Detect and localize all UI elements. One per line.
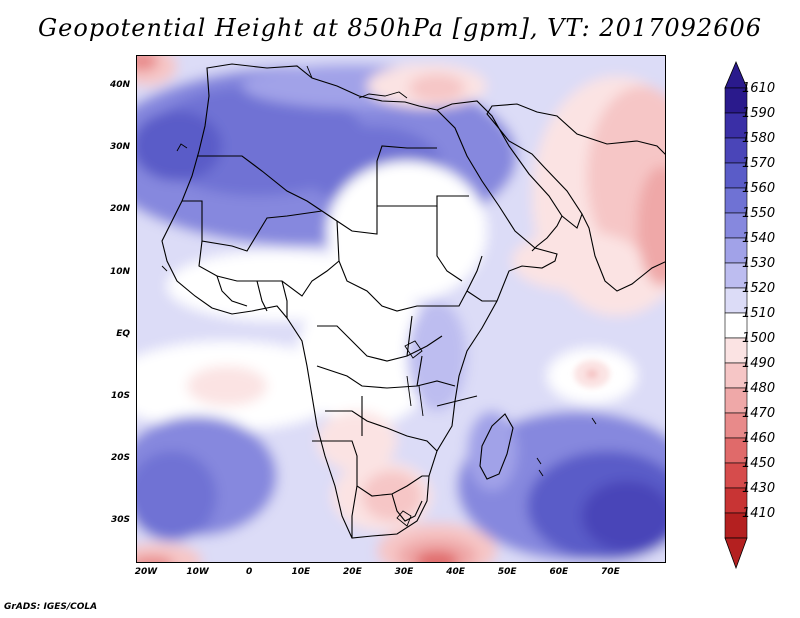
lat-tick-label: 30N: [109, 142, 130, 153]
colorbar-level-label: 1520: [742, 281, 776, 296]
colorbar-level-label: 1550: [742, 206, 776, 221]
colorbar-level-label: 1610: [742, 81, 776, 96]
footer-credit: GrADS: IGES/COLA: [4, 602, 98, 612]
lon-tick-label: 20E: [343, 567, 362, 577]
colorbar-level-label: 1560: [742, 181, 776, 196]
lat-tick-label: 20N: [109, 204, 130, 215]
lon-tick-label: 60E: [549, 567, 569, 577]
lon-tick-label: 0: [246, 567, 253, 577]
colorbar-level-label: 1410: [742, 506, 776, 521]
lon-tick-label: 50E: [497, 567, 517, 577]
lat-tick-label: 20S: [110, 453, 130, 464]
colorbar-level-label: 1490: [742, 356, 776, 371]
colorbar-level-label: 1570: [742, 156, 776, 171]
map-canvas: [137, 56, 665, 562]
lon-tick-label: 10E: [291, 567, 311, 577]
coastline-and-borders: [161, 63, 665, 539]
colorbar-level-label: 1500: [742, 331, 776, 346]
lon-tick-label: 30E: [394, 567, 414, 577]
colorbar-level-label: 1450: [742, 456, 776, 471]
colorbar-level-label: 1580: [742, 131, 776, 146]
colorbar: [724, 60, 748, 570]
lon-tick-label: 20W: [134, 567, 158, 577]
colorbar-bottom-arrow: [724, 537, 748, 570]
colorbar-level-label: 1480: [742, 381, 776, 396]
colorbar-level-label: 1510: [742, 306, 776, 321]
lon-tick-label: 70E: [601, 567, 620, 577]
colorbar-level-label: 1430: [742, 481, 776, 496]
colorbar-level-label: 1590: [742, 106, 776, 121]
lat-tick-label: 30S: [110, 515, 130, 526]
chart-title: Geopotential Height at 850hPa [gpm], VT:…: [38, 14, 762, 42]
lat-tick-label: 10N: [109, 266, 130, 277]
colorbar-level-label: 1530: [742, 256, 776, 271]
lat-tick-label: 10S: [110, 391, 130, 401]
colorbar-level-label: 1470: [742, 406, 776, 421]
colorbar-level-label: 1540: [742, 231, 776, 246]
lon-tick-label: 40E: [446, 567, 465, 577]
lat-tick-label: EQ: [116, 328, 130, 339]
lat-tick-label: 40N: [109, 80, 130, 90]
lon-tick-label: 10W: [186, 567, 209, 577]
colorbar-level-label: 1460: [742, 431, 776, 446]
map-frame: [136, 55, 666, 563]
height-field: [137, 56, 665, 562]
